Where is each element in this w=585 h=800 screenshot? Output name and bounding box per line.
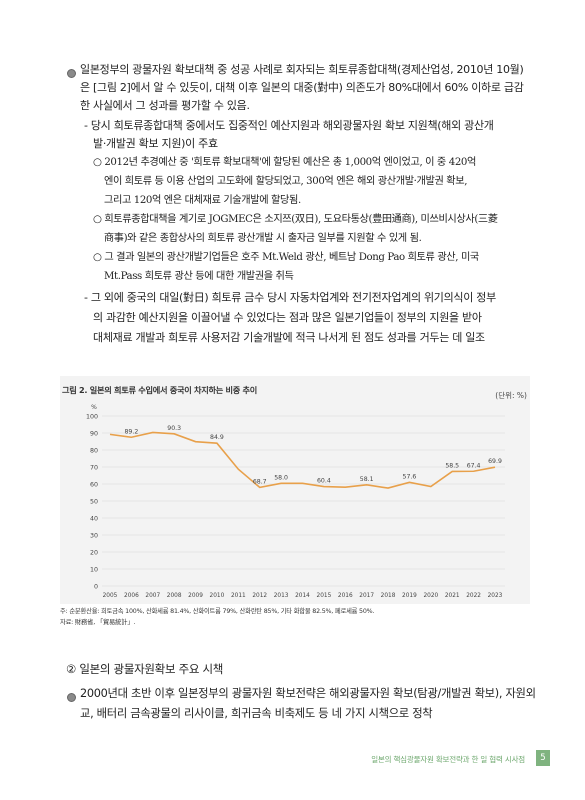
sub1-line2: 발·개발권 확보 지원)이 주효: [93, 137, 218, 150]
figure-panel: [60, 376, 530, 604]
sub2-line2: 의 과감한 예산지원을 이끌어낼 수 있었다는 점과 많은 일본기업들이 정부의…: [93, 311, 482, 324]
x-tick-label: 2012: [252, 593, 267, 599]
y-tick-label: 0: [94, 584, 98, 591]
sub1-item3-line1: ○ 그 결과 일본의 광산개발기업들은 호주 Mt.Weld 광산, 베트남 D…: [93, 252, 479, 263]
y-tick-label: 60: [90, 482, 98, 489]
x-tick-label: 2023: [488, 593, 503, 599]
y-tick-label: 10: [90, 567, 98, 574]
sub2-line3: 대체재료 개발과 희토류 사용저감 기술개발에 적극 나서게 된 점도 성과를 …: [93, 331, 485, 344]
bullet-icon: [67, 693, 76, 702]
x-tick-label: 2013: [274, 593, 289, 599]
x-tick-label: 2006: [124, 593, 139, 599]
x-tick-label: 2010: [210, 593, 225, 599]
figure-unit: (단위: %): [495, 391, 527, 400]
footer-title: 일본의 핵심광물자원 확보전략과 한 일 협력 시사점: [371, 755, 525, 764]
para1-line1: 일본정부의 광물자원 확보대책 중 성공 사례로 회자되는 희토류종합대책(경제…: [80, 63, 524, 76]
x-tick-label: 2019: [402, 593, 417, 599]
y-tick-label: 30: [90, 533, 98, 540]
sub1-line1: - 당시 희토류종합대책 중에서도 집중적인 예산지원과 해외광물자원 확보 지…: [84, 119, 494, 132]
sub1-item1-line3: 그리고 120억 엔은 대체재료 기술개발에 할당됨.: [104, 195, 301, 206]
data-label: 90.3: [167, 425, 181, 432]
x-tick-label: 2009: [188, 593, 203, 599]
figure-note: 주: 순분환산율: 희토금속 100%, 산화세륨 81.4%, 산화이트륨 7…: [60, 608, 375, 615]
sub1-item1-line2: 엔이 희토류 등 이용 산업의 고도화에 할당되었고, 300억 엔은 해외 광…: [104, 176, 468, 187]
series-line: [109, 431, 496, 489]
x-tick-label: 2020: [423, 593, 438, 599]
x-tick-label: 2021: [445, 593, 460, 599]
para1-line3: 한 사실에서 그 성과를 평가할 수 있음.: [80, 99, 250, 112]
sub2-line1: - 그 외에 중국의 대일(對日) 희토류 금수 당시 자동차업계와 전기전자업…: [84, 291, 496, 304]
data-label: 84.9: [210, 434, 224, 441]
sub1-item1-line1: ○ 2012년 추경예산 중 '희토류 확보대책'에 할당된 예산은 총 1,0…: [93, 157, 476, 168]
data-label: 60.4: [317, 478, 331, 485]
x-tick-label: 2014: [295, 593, 310, 599]
y-axis-unit: %: [91, 404, 97, 411]
data-label: 58.1: [360, 476, 374, 483]
x-tick-label: 2007: [145, 593, 160, 599]
data-label: 89.2: [124, 428, 138, 435]
data-label: 68.7: [253, 478, 267, 485]
section2-line2: 교, 배터리 금속광물의 리사이클, 희귀금속 비축제도 등 네 가지 시책으로…: [80, 707, 433, 720]
x-tick-label: 2005: [103, 593, 118, 599]
figure-title: 그림 2. 일본의 희토류 수입에서 중국이 차지하는 비중 추이: [62, 385, 257, 395]
data-label: 57.6: [403, 473, 417, 480]
bullet-icon: [67, 69, 76, 78]
sub1-item3-line2: Mt.Pass 희토류 광산 등에 대한 개발권을 취득: [104, 271, 294, 282]
x-tick-label: 2022: [466, 593, 481, 599]
sub1-item2-line1: ○ 희토류종합대책을 계기로 JOGMEC은 소지쯔(双日), 도요타통상(豊田…: [93, 214, 498, 225]
sub1-item2-line2: 商事)와 같은 종합상사의 희토류 광산개발 시 출자금 일부를 지원할 수 있…: [104, 233, 422, 244]
y-tick-label: 100: [86, 414, 98, 421]
x-tick-label: 2017: [359, 593, 374, 599]
x-tick-label: 2015: [317, 593, 332, 599]
x-tick-label: 2018: [381, 593, 396, 599]
y-tick-label: 20: [90, 550, 98, 557]
x-tick-label: 2011: [231, 593, 246, 599]
data-label: 67.4: [467, 462, 481, 469]
y-tick-label: 40: [90, 516, 98, 523]
data-label: 69.9: [488, 458, 502, 465]
line-chart: % 0 10 20 30 40 50 60 70 80 90 100 2005 2006 2007 2008 2…: [86, 404, 505, 599]
section-heading: ② 일본의 광물자원확보 주요 시책: [66, 662, 224, 676]
y-tick-label: 90: [90, 431, 98, 438]
x-tick-label: 2016: [338, 593, 353, 599]
y-tick-label: 50: [90, 499, 98, 506]
x-tick-label: 2008: [167, 593, 182, 599]
data-label: 58.5: [445, 462, 459, 469]
y-tick-label: 80: [90, 448, 98, 455]
figure-source: 자료: 財務省, 「貿易統計」.: [60, 619, 136, 626]
page-number: 5: [536, 750, 550, 766]
y-tick-label: 70: [90, 465, 98, 472]
section2-line1: 2000년대 초반 이후 일본정부의 광물자원 확보전략은 해외광물자원 확보(…: [80, 687, 536, 700]
para1-line2: 은 [그림 2]에서 알 수 있듯이, 대책 이후 일본의 대중(對中) 의존도…: [80, 81, 524, 94]
data-label: 58.0: [274, 474, 288, 481]
